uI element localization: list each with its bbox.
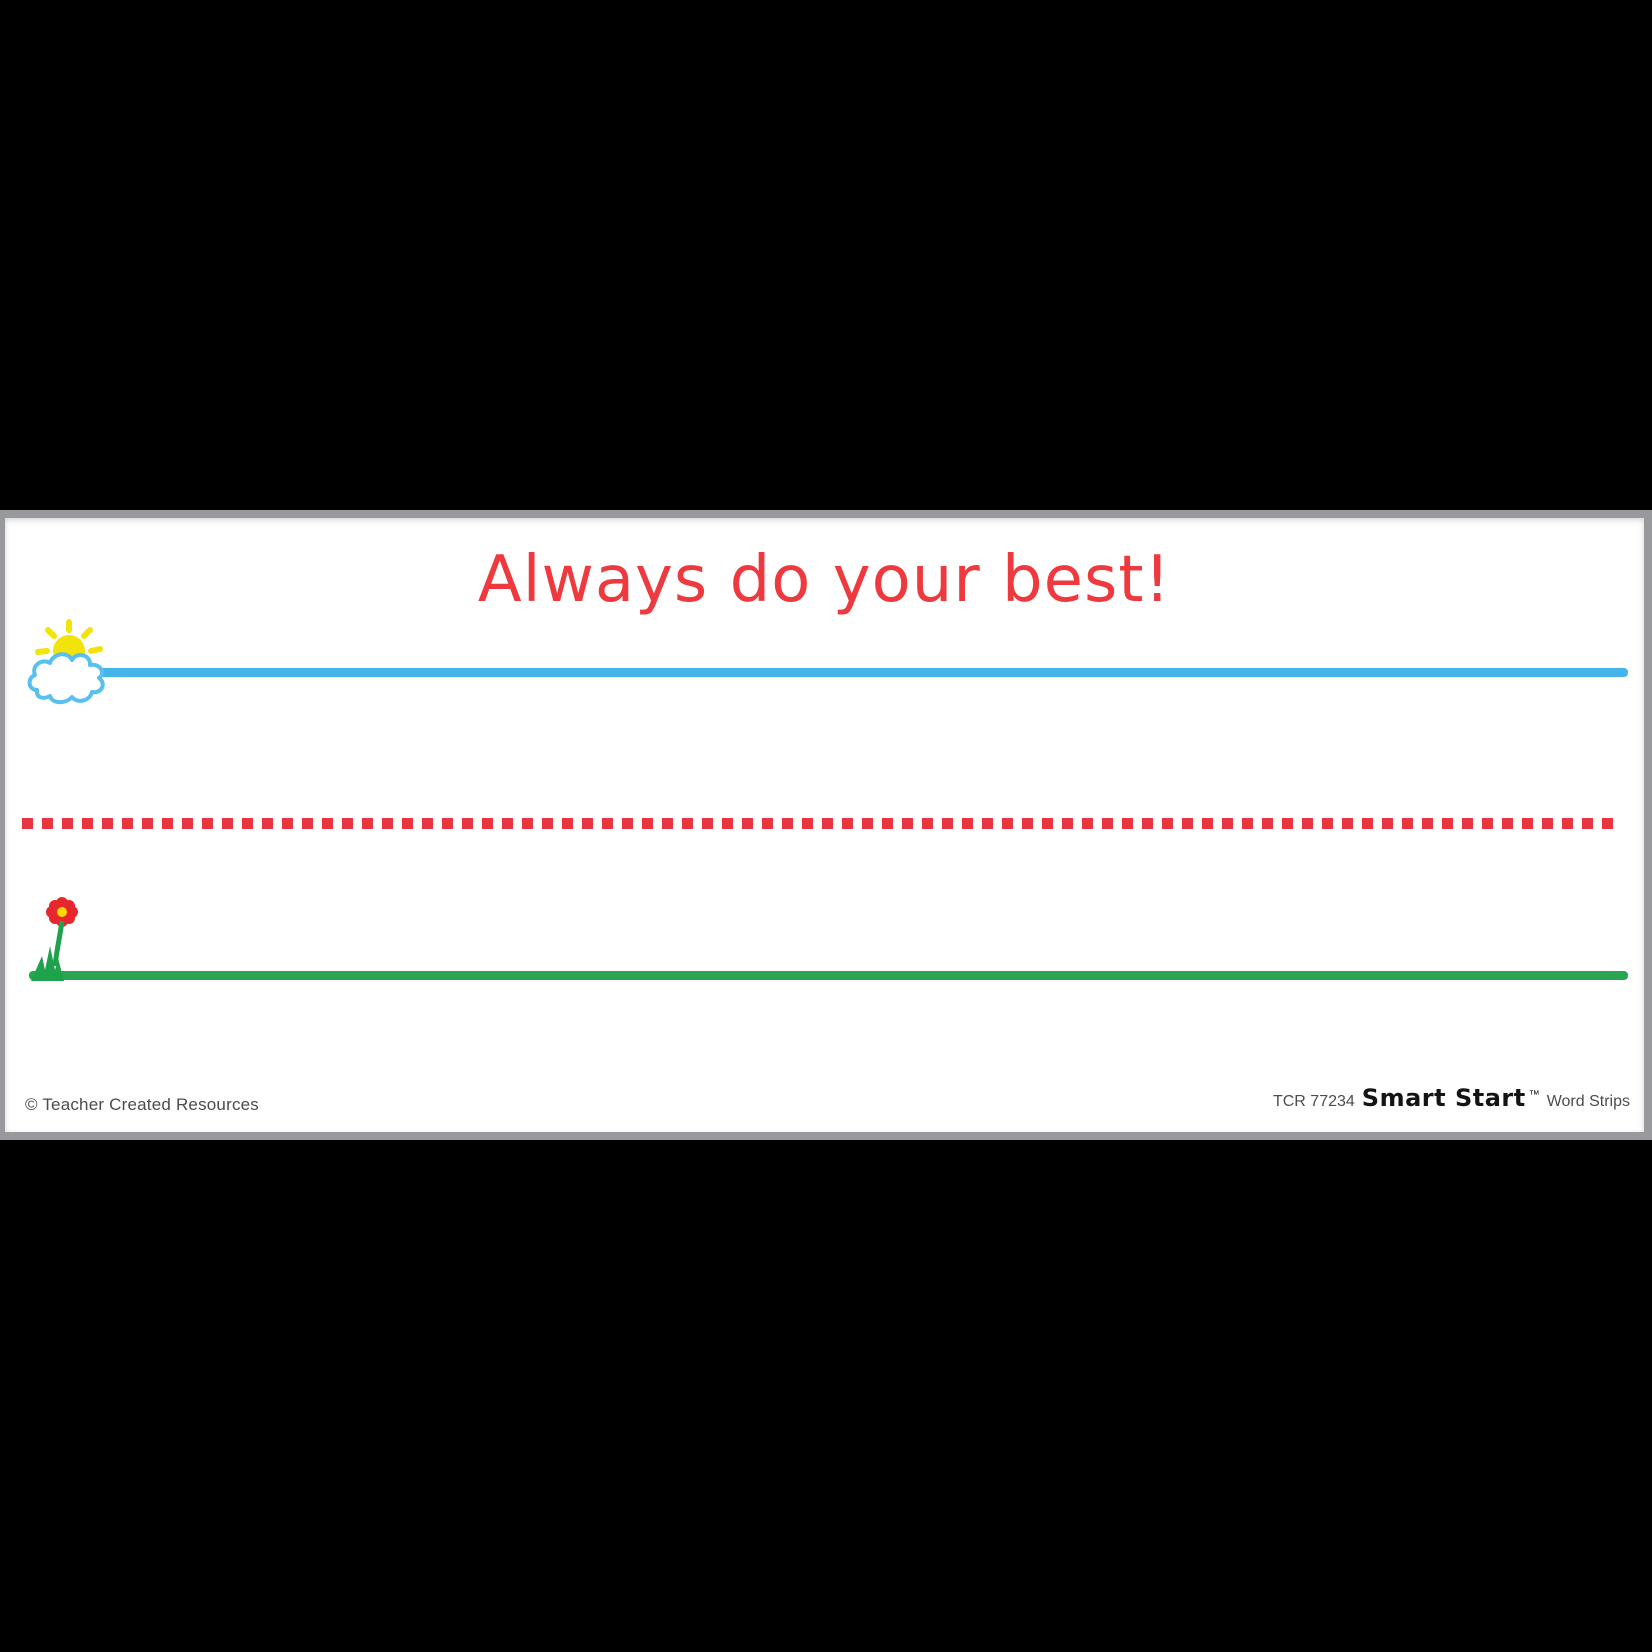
trademark-symbol: ™	[1528, 1089, 1540, 1101]
product-type: Word Strips	[1546, 1093, 1630, 1110]
word-strip: Always do your best!	[0, 510, 1652, 1140]
ground-line	[29, 971, 1628, 980]
brand-name: Smart Start	[1361, 1084, 1526, 1112]
strip-title: Always do your best!	[477, 543, 1172, 617]
sun-cloud-icon	[27, 619, 105, 705]
red-dotted-midline	[22, 818, 1621, 829]
product-info: TCR 77234 Smart Start ™ Word Strips	[1273, 1084, 1630, 1112]
flower-icon	[31, 897, 78, 981]
sky-line	[95, 668, 1628, 677]
copyright-text: © Teacher Created Resources	[25, 1095, 260, 1114]
product-code: TCR 77234	[1272, 1093, 1355, 1110]
